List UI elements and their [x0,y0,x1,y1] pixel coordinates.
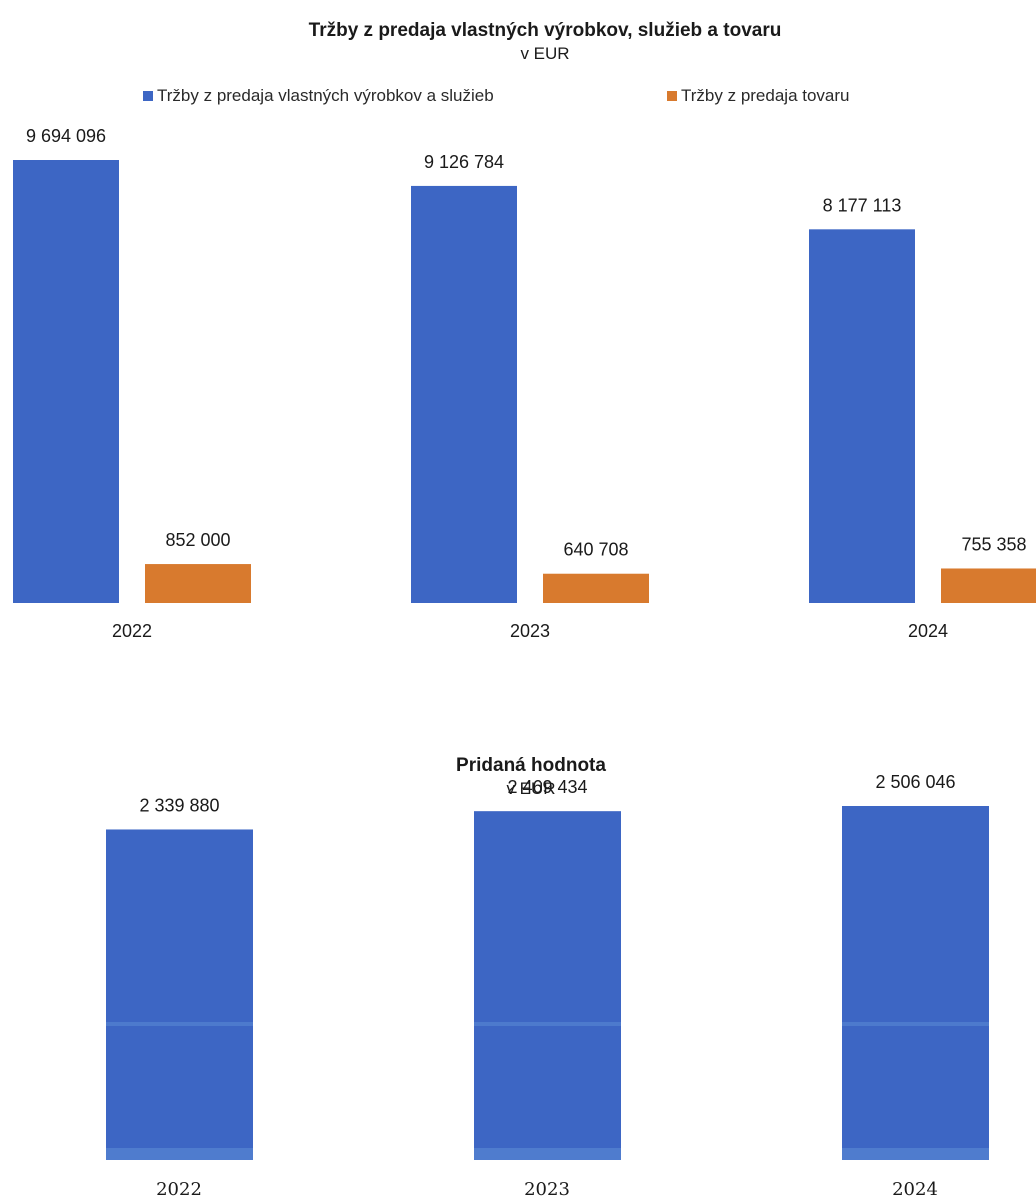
bar-base-stripe [842,1148,989,1160]
bar-base-stripe [106,1148,253,1160]
bar-stripe [842,1022,989,1026]
chart1-x-axis: 2022 2023 2024 [112,621,948,641]
data-label-goods-2024: 755 358 [961,534,1026,554]
chart2-tick-2022: 2022 [156,1179,202,1200]
data-label-goods-2023: 640 708 [563,540,628,560]
bar-base-stripe [474,1148,621,1160]
legend-label-goods: Tržby z predaja tovaru [681,86,850,105]
bar-stripe [474,1022,621,1026]
chart1-title: Tržby z predaja vlastných výrobkov, služ… [309,20,782,41]
chart1-subtitle: v EUR [520,44,569,63]
chart2-tick-2024: 2024 [892,1179,938,1200]
bar-services-2022 [13,160,119,603]
bar-goods-2023 [543,573,649,603]
chart2-title: Pridaná hodnota [456,755,606,776]
chart2-tick-2023: 2023 [524,1179,570,1200]
chart2-subtitle: v EUR [506,779,555,798]
legend-swatch-services [143,91,153,101]
chart1-tick-2024: 2024 [908,621,948,641]
bar-goods-2022 [145,564,251,603]
data-label-value-added-2023: 2 469 434 [507,777,587,797]
chart2-plot: 2 339 880 2 469 434 2 506 046 [106,772,989,1160]
bar-services-2024 [809,229,915,603]
data-label-value-added-2022: 2 339 880 [139,795,219,815]
bar-stripe [106,1022,253,1026]
data-label-services-2023: 9 126 784 [424,152,504,172]
bar-goods-2024 [941,568,1036,603]
legend-label-services: Tržby z predaja vlastných výrobkov a slu… [157,86,494,105]
bar-value-added-2022 [106,829,253,1160]
data-label-value-added-2024: 2 506 046 [875,772,955,792]
bar-value-added-2023 [474,811,621,1160]
chart1-tick-2022: 2022 [112,621,152,641]
data-label-services-2024: 8 177 113 [823,195,902,215]
chart1-plot: 9 694 096 9 126 784 8 177 113 852 000 640 70… [13,126,1036,603]
bar-value-added-2024 [842,806,989,1160]
chart1-tick-2023: 2023 [510,621,550,641]
data-label-goods-2022: 852 000 [165,530,230,550]
data-label-services-2022: 9 694 096 [26,126,106,146]
chart2-x-axis: 2022 2023 2024 [156,1179,938,1200]
chart1-legend: Tržby z predaja vlastných výrobkov a slu… [143,86,850,105]
bar-services-2023 [411,185,517,603]
legend-swatch-goods [667,91,677,101]
